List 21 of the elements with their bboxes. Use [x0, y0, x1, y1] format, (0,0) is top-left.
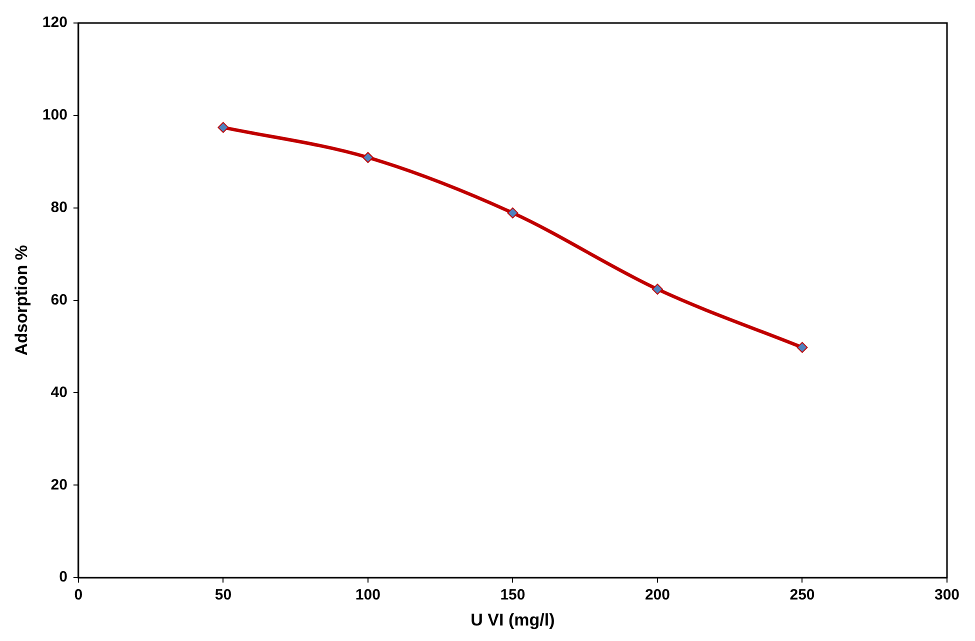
- y-tick-label: 80: [50, 199, 68, 216]
- y-tick-label: 0: [59, 568, 68, 586]
- x-tick-label: 0: [74, 586, 83, 604]
- y-tick-label: 120: [42, 14, 68, 32]
- x-axis-title: U VI (mg/l): [470, 610, 555, 630]
- point: [652, 284, 663, 295]
- y-tick-label: 20: [50, 476, 68, 494]
- point: [796, 342, 808, 353]
- point: [362, 152, 374, 163]
- x-tick-label: 150: [500, 586, 526, 604]
- point: [218, 122, 229, 133]
- point: [507, 207, 518, 218]
- y-tick-label: 40: [50, 384, 68, 401]
- y-tick-label: 60: [50, 291, 68, 308]
- x-tick-label: 100: [355, 586, 380, 604]
- y-axis-title: Adsorption %: [12, 245, 31, 356]
- x-tick-label: 250: [790, 586, 815, 604]
- x-tick-label: 200: [644, 586, 670, 604]
- y-tick-label: 100: [42, 106, 68, 124]
- x-tick-label: 50: [214, 586, 232, 604]
- x-tick-label: 300: [934, 586, 960, 604]
